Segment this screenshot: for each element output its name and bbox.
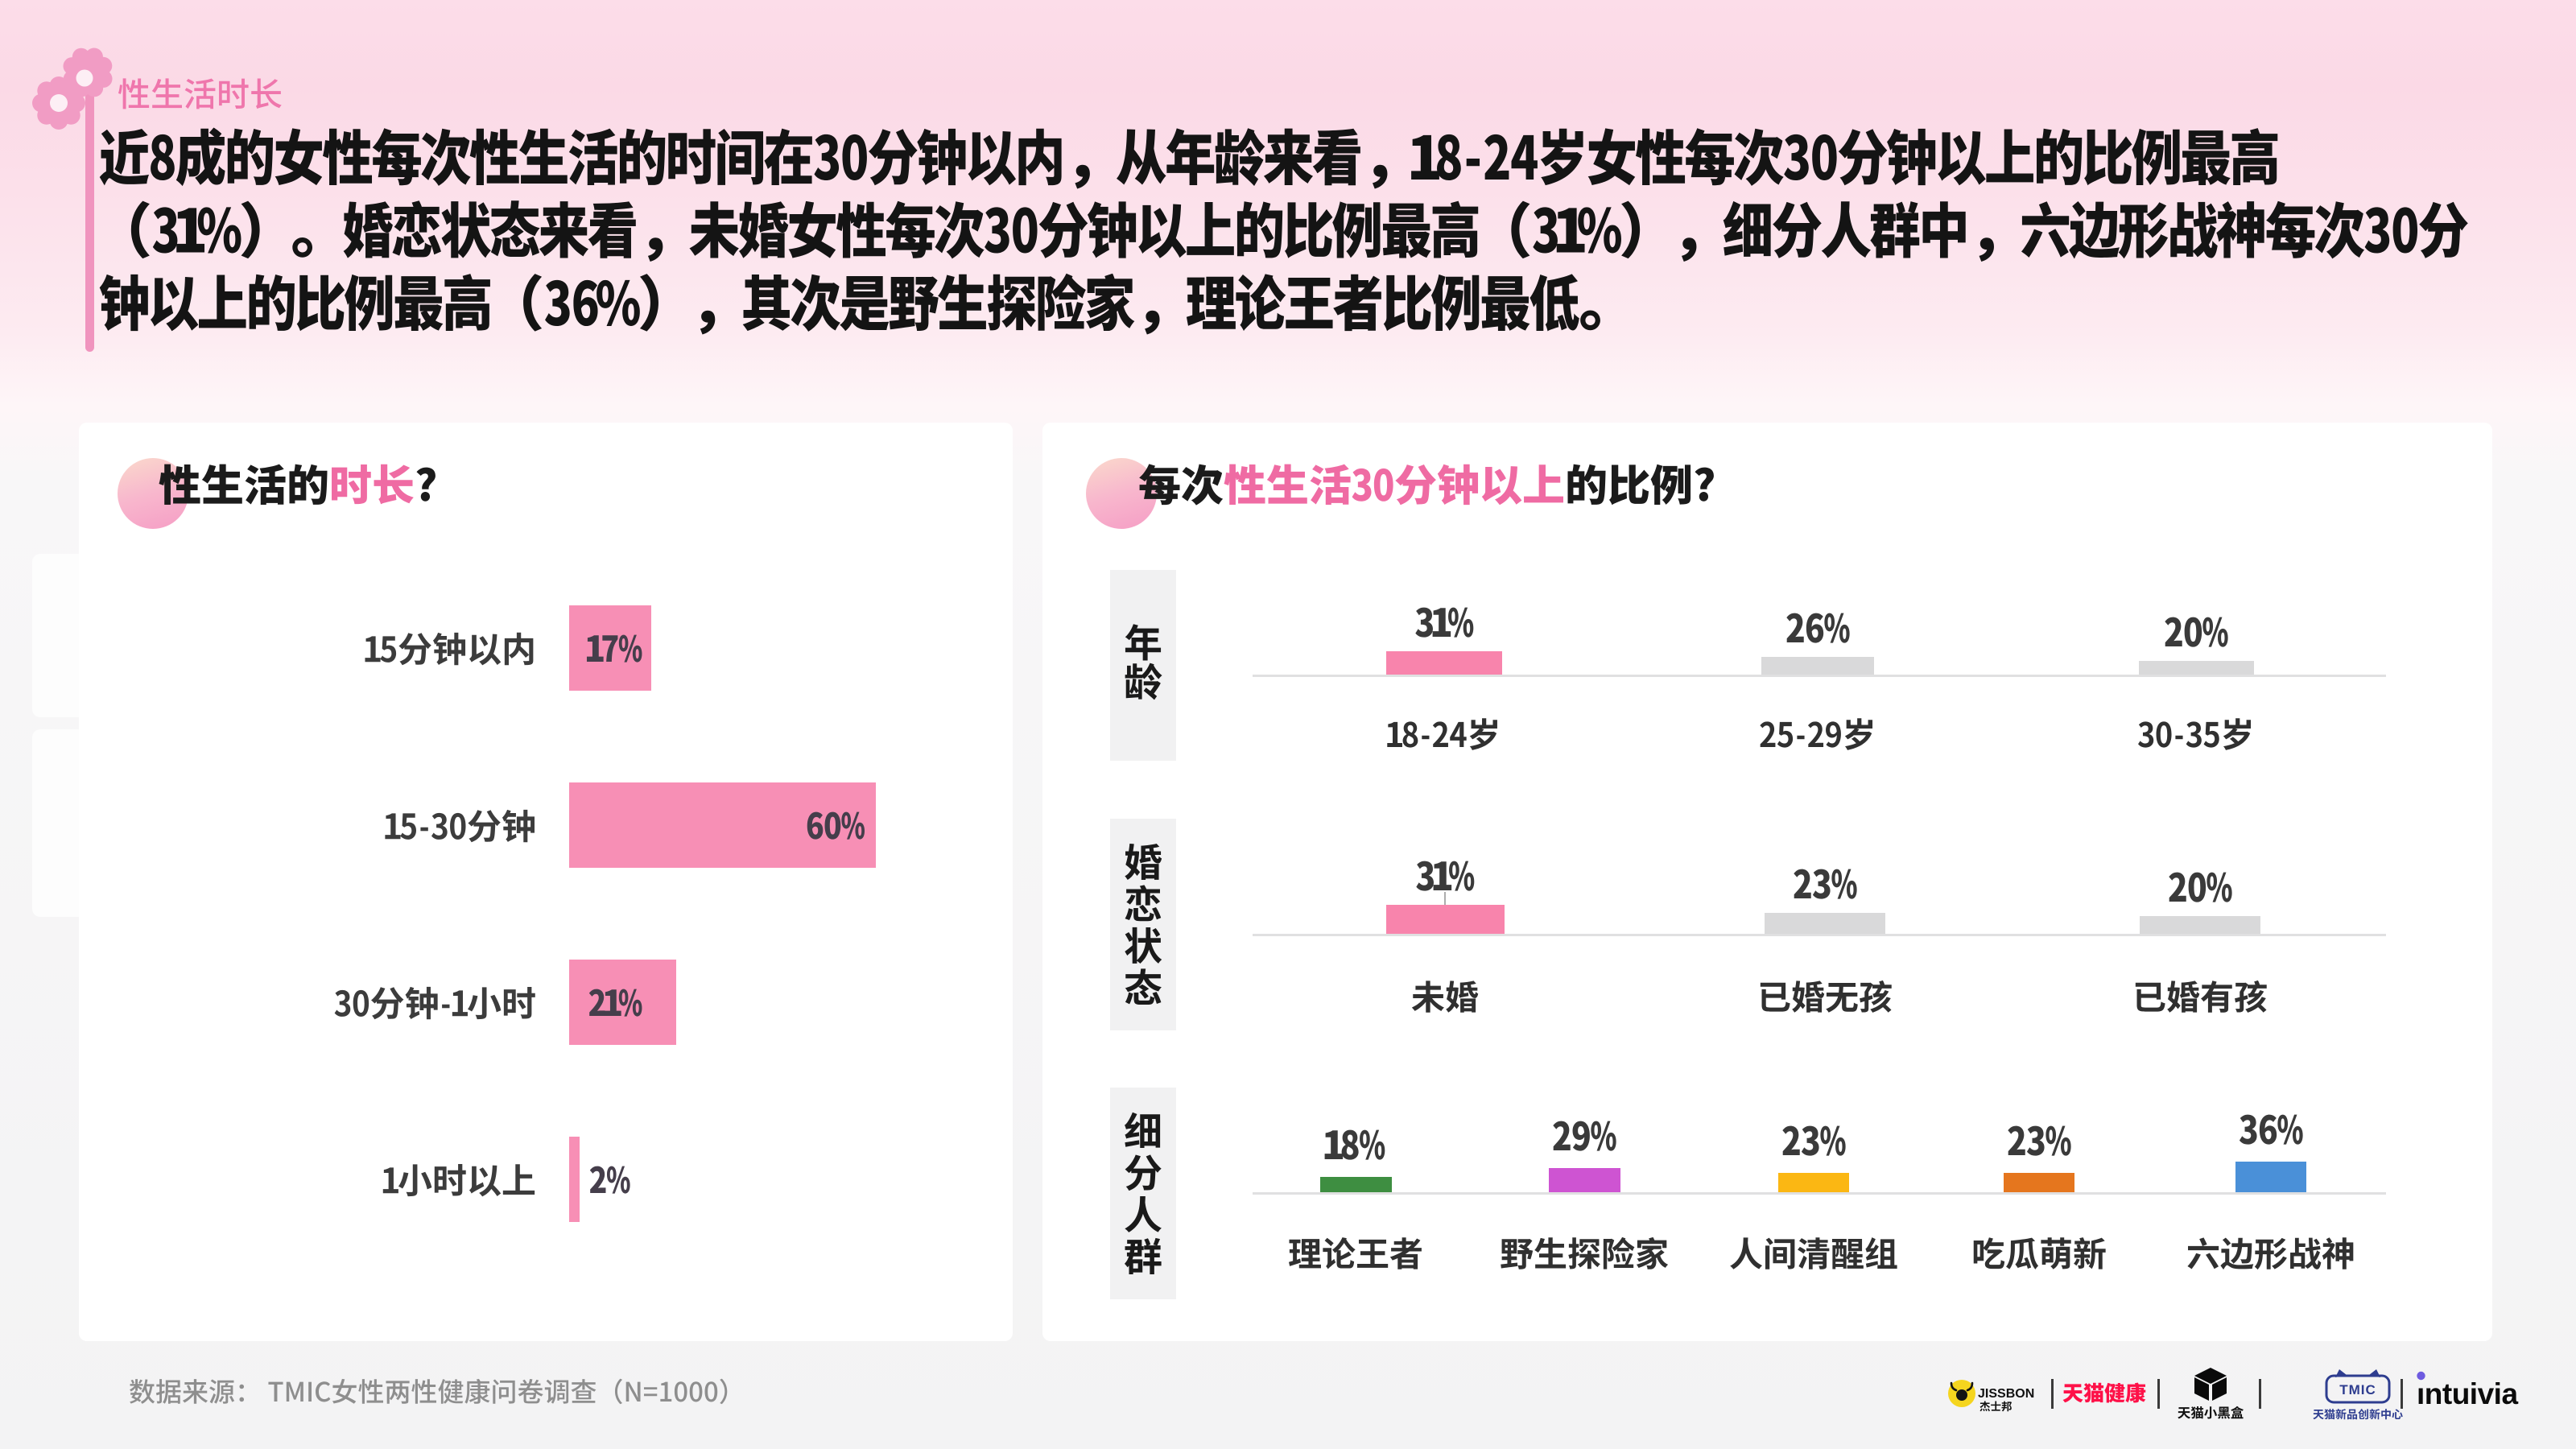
svg-text:JISSBON: JISSBON [1978, 1387, 2034, 1401]
svg-text:TMIC: TMIC [2339, 1382, 2376, 1397]
svg-text:intuivia: intuivia [2417, 1377, 2518, 1410]
